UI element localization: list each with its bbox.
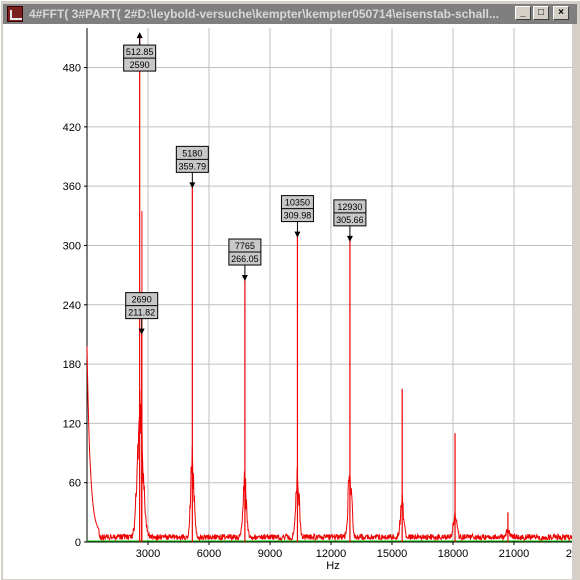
x-tick-label: 21000 (499, 548, 530, 560)
annotation-arrow (294, 231, 301, 238)
annotation-arrow (138, 328, 145, 335)
x-tick-label: 3000 (136, 548, 160, 560)
y-tick-label: 60 (69, 478, 81, 490)
title-bar[interactable]: 4#FFT( 3#PART( 2#D:\leybold-versuche\kem… (3, 4, 577, 24)
annotation-line1: 2690 (132, 295, 152, 305)
y-tick-label: 420 (63, 122, 81, 134)
y-tick-label: 180 (63, 359, 81, 371)
minimize-button[interactable]: _ (515, 6, 531, 20)
right-edge (572, 24, 580, 579)
peak-annotation[interactable]: 512.85 2590 (123, 44, 157, 72)
annotation-line1: 10350 (285, 198, 310, 208)
annotation-line2: 359.79 (179, 161, 207, 171)
x-tick-label: 240 (566, 548, 577, 560)
y-tick-label: 120 (63, 418, 81, 430)
x-tick-label: 6000 (197, 548, 221, 560)
window-controls: _ □ × (515, 6, 569, 20)
annotation-arrow (346, 235, 353, 242)
peak-annotation[interactable]: 10350 309.98 (280, 195, 314, 223)
annotation-line2: 305.66 (336, 215, 364, 225)
annotation-line2: 211.82 (128, 308, 155, 318)
chart-area[interactable]: 0 60 120 180 240 300 360 420 480 3000 6000 9000 1200… (3, 24, 577, 579)
x-tick-label: 15000 (377, 548, 408, 560)
y-tick-label: 300 (63, 240, 81, 252)
y-tick-label: 0 (75, 537, 81, 549)
annotation-line1: 5180 (182, 148, 202, 158)
spectrum-trace (86, 346, 576, 542)
y-tick-label: 480 (63, 63, 81, 75)
annotation-arrow (136, 32, 143, 39)
annotation-line1: 512.85 (126, 47, 154, 57)
spectrum-chart[interactable]: 0 60 120 180 240 300 360 420 480 3000 6000 9000 1200… (3, 24, 577, 579)
x-tick-label: 9000 (258, 548, 282, 560)
y-tick-label: 240 (63, 300, 81, 312)
annotation-line2: 2590 (130, 60, 150, 70)
y-tick-label: 360 (63, 181, 81, 193)
annotation-line2: 309.98 (284, 211, 312, 221)
x-tick-label: 12000 (316, 548, 347, 560)
annotation-arrow (241, 275, 248, 282)
app-icon[interactable] (7, 6, 23, 22)
x-tick-label: 18000 (438, 548, 469, 560)
maximize-button[interactable]: □ (533, 6, 549, 20)
annotation-line1: 7765 (235, 241, 255, 251)
annotation-arrow (189, 182, 196, 189)
annotation-line1: 12930 (337, 202, 362, 212)
window-title: 4#FFT( 3#PART( 2#D:\leybold-versuche\kem… (29, 7, 499, 21)
x-axis-label: Hz (326, 560, 339, 572)
peak-annotation[interactable]: 7765 266.05 (228, 238, 262, 266)
peak-annotation[interactable]: 12930 305.66 (333, 199, 367, 227)
peak-annotation[interactable]: 2690 211.82 (125, 292, 159, 320)
annotation-line2: 266.05 (231, 254, 259, 264)
close-button[interactable]: × (553, 6, 569, 20)
peak-annotation[interactable]: 5180 359.79 (175, 145, 209, 173)
